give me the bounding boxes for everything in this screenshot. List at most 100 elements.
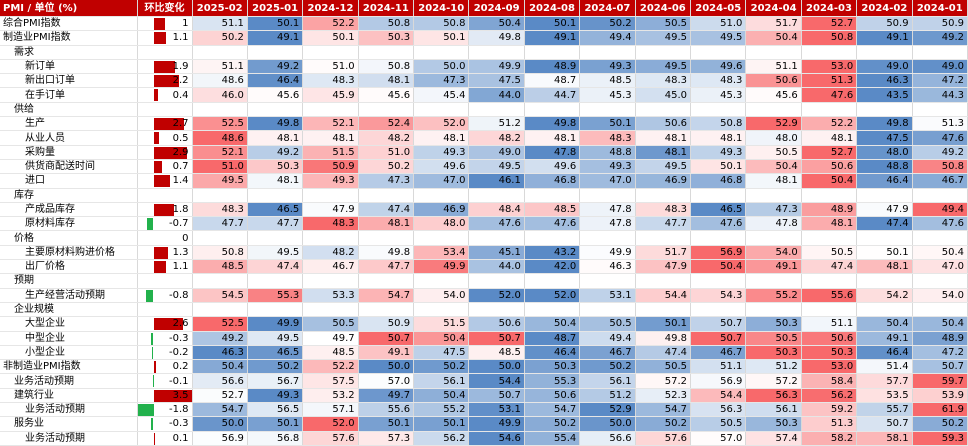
value-cell: 50.1	[302, 30, 359, 46]
empty-cell	[192, 45, 248, 60]
value-cell: 50.2	[579, 359, 636, 375]
value-cell: 50.3	[247, 159, 304, 175]
value-cell: 51.3	[801, 73, 858, 89]
value-cell: 49.4	[579, 30, 636, 46]
empty-cell	[912, 302, 968, 318]
value-cell: 50.5	[801, 245, 858, 261]
empty-cell	[302, 302, 359, 318]
value-cell: 57.0	[690, 431, 747, 446]
value-cell: 46.5	[690, 202, 747, 218]
value-cell: 53.5	[856, 388, 913, 404]
empty-cell	[635, 230, 692, 246]
change-bar	[153, 18, 165, 30]
empty-cell	[192, 273, 248, 289]
value-cell: 48.1	[745, 173, 802, 189]
value-cell: 56.1	[745, 402, 802, 418]
empty-cell	[302, 45, 359, 60]
value-cell: 55.3	[524, 373, 581, 389]
empty-cell	[247, 45, 304, 60]
value-cell: 49.1	[247, 30, 304, 46]
value-cell: 50.1	[247, 16, 304, 32]
value-cell: 50.3	[358, 30, 415, 46]
value-cell: 48.1	[856, 259, 913, 275]
value-cell: 49.8	[468, 30, 525, 46]
value-cell: 49.6	[524, 159, 581, 175]
change-bar	[153, 75, 179, 87]
change-cell: 1.9	[137, 59, 193, 75]
change-bar	[153, 89, 159, 102]
table-row: 小型企业 -0.2 46.3 46.5 48.5 49.1 47.5 48.5 46.4 46.7…	[0, 345, 968, 361]
value-cell: 50.5	[302, 316, 359, 332]
value-cell: 58.2	[801, 431, 858, 446]
value-cell: 50.6	[745, 73, 802, 89]
value-cell: 47.7	[247, 216, 304, 232]
value-cell: 45.6	[745, 87, 802, 103]
value-cell: 47.9	[302, 202, 359, 218]
value-cell: 50.5	[745, 145, 802, 160]
value-cell: 50.7	[856, 416, 913, 432]
value-cell: 50.1	[358, 416, 415, 432]
value-cell: 49.5	[468, 159, 525, 175]
table-row: 业务活动预期 -1.8 54.7 56.5 57.1 55.6 55.2 53.1 54.7 52…	[0, 402, 968, 418]
value-cell: 49.8	[856, 116, 913, 132]
value-cell: 50.8	[801, 30, 858, 46]
value-cell: 56.6	[579, 431, 636, 446]
empty-cell	[856, 273, 913, 289]
value-cell: 50.5	[635, 359, 692, 375]
table-row: 供给	[0, 102, 968, 118]
value-cell: 50.6	[635, 116, 692, 132]
value-cell: 52.7	[801, 16, 858, 32]
value-cell: 52.0	[413, 116, 470, 132]
value-cell: 49.2	[192, 331, 248, 346]
value-cell: 56.8	[247, 431, 304, 446]
value-cell: 50.5	[635, 16, 692, 32]
table-row: 业务活动预期 0.1 56.9 56.8 57.6 57.3 56.2 54.6 55.4 56.…	[0, 431, 968, 446]
value-cell: 49.1	[524, 30, 581, 46]
empty-cell	[912, 45, 968, 60]
table-row: 在手订单 0.4 46.0 45.6 45.9 45.6 45.4 44.0 44.7 45.3 4…	[0, 87, 968, 103]
value-cell: 49.3	[302, 173, 359, 189]
empty-cell	[690, 302, 747, 318]
value-cell: 56.3	[745, 388, 802, 404]
value-cell: 50.7	[690, 331, 747, 346]
table-row: 从业人员 0.5 48.6 48.1 48.1 48.2 48.1 48.2 48.1 48.3 4…	[0, 130, 968, 146]
row-label: 企业规模	[0, 302, 138, 318]
value-cell: 51.5	[302, 145, 359, 160]
value-cell: 52.2	[302, 16, 359, 32]
value-cell: 50.9	[912, 16, 968, 32]
empty-cell	[690, 273, 747, 289]
column-header: 2024-03	[801, 0, 858, 17]
row-label: 产成品库存	[0, 202, 138, 218]
value-cell: 57.6	[635, 431, 692, 446]
value-cell: 54.0	[413, 288, 470, 303]
row-label: 大型企业	[0, 316, 138, 332]
value-cell: 51.0	[690, 16, 747, 32]
value-cell: 48.1	[801, 130, 858, 146]
value-cell: 50.6	[468, 316, 525, 332]
value-cell: 49.5	[635, 59, 692, 75]
table-row: 新出口订单 2.2 48.6 46.4 48.3 48.1 47.3 47.5 48.7 48.5…	[0, 73, 968, 89]
value-cell: 50.1	[413, 416, 470, 432]
value-cell: 49.9	[413, 259, 470, 275]
value-cell: 52.2	[302, 359, 359, 375]
value-cell: 52.3	[635, 388, 692, 404]
value-cell: 46.8	[690, 173, 747, 189]
value-cell: 48.6	[192, 130, 248, 146]
column-header: 2024-10	[413, 0, 470, 17]
empty-cell	[801, 302, 858, 318]
empty-cell	[247, 302, 304, 318]
table-row: 业务活动预期 -0.1 56.6 56.7 57.5 57.0 56.1 54.4 55.3 56…	[0, 373, 968, 389]
value-cell: 50.5	[745, 331, 802, 346]
table-row: 综合PMI指数 1 51.1 50.1 52.2 50.8 50.8 50.4 50.1 50.2…	[0, 16, 968, 32]
value-cell: 57.6	[302, 431, 359, 446]
value-cell: 49.1	[745, 259, 802, 275]
row-label: 价格	[0, 230, 138, 246]
value-cell: 52.0	[468, 288, 525, 303]
value-cell: 50.0	[579, 416, 636, 432]
value-cell: 48.6	[192, 73, 248, 89]
value-cell: 57.5	[302, 373, 359, 389]
row-label: 建筑行业	[0, 388, 138, 404]
value-cell: 56.5	[247, 402, 304, 418]
value-cell: 50.0	[192, 416, 248, 432]
value-cell: 52.4	[358, 116, 415, 132]
